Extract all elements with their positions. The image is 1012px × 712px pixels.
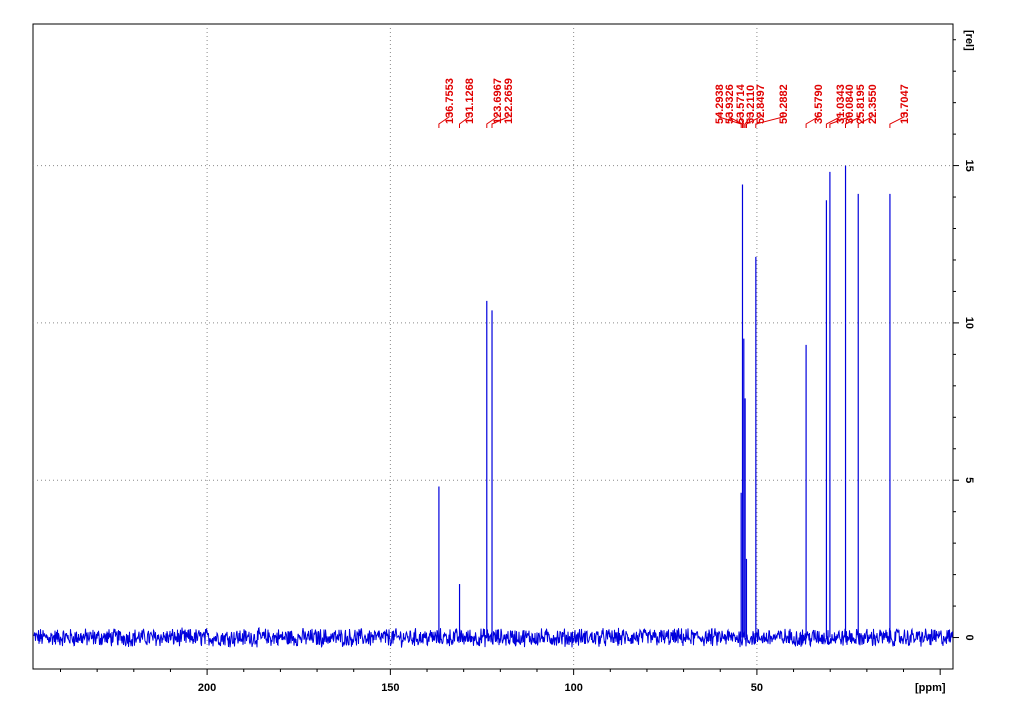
- peak-label: 52.8497: [755, 84, 767, 124]
- peak-label: 13.7047: [899, 84, 911, 124]
- y-tick-label: 15: [963, 159, 975, 171]
- peak-leader: [728, 112, 743, 128]
- peak-leader: [746, 112, 761, 128]
- peak-label: 22.3550: [867, 84, 879, 124]
- peak-leader: [459, 112, 470, 128]
- peak-label: 53.9326: [724, 84, 736, 124]
- peak-label: 122.2659: [503, 78, 515, 124]
- peak-leader: [825, 112, 841, 128]
- y-tick-label: 10: [963, 317, 975, 329]
- peak-leader: [718, 112, 742, 128]
- peak-label: 123.6967: [492, 78, 504, 124]
- plot-frame: [32, 23, 954, 670]
- peak-label: 53.2110: [745, 85, 757, 124]
- peak-label: 36.5790: [813, 84, 825, 124]
- x-axis-unit: [ppm]: [915, 682, 946, 694]
- peak-leader: [889, 112, 905, 128]
- peak-label: 50.2882: [778, 84, 790, 124]
- peak-leader: [857, 112, 873, 128]
- peak-label: 30.0840: [844, 84, 856, 124]
- peak-leader: [805, 112, 819, 128]
- peak-leader: [491, 112, 509, 128]
- peak-annotations: 136.7553 131.1268 123.6967 122.2659 54.29385…: [438, 78, 911, 128]
- x-tick-label: 100: [564, 682, 582, 694]
- spectrum-trace: [33, 627, 953, 649]
- gridlines: [33, 24, 953, 669]
- peak-leader: [438, 112, 450, 128]
- peak-label: 54.2938: [714, 84, 726, 124]
- peak-label: 31.0343: [835, 84, 847, 124]
- peak-lines: [438, 165, 891, 638]
- x-tick-label: 200: [198, 682, 216, 694]
- peak-label: 136.7553: [444, 78, 456, 124]
- y-axis-unit: [rel]: [963, 30, 975, 51]
- peak-label: 25.8195: [855, 84, 867, 124]
- peak-leader: [755, 112, 784, 128]
- x-tick-label: 150: [381, 682, 399, 694]
- x-tick-label: 50: [751, 682, 763, 694]
- y-tick-label: 5: [963, 477, 975, 483]
- peak-leader: [744, 112, 751, 128]
- peak-label: 53.5714: [735, 83, 747, 124]
- y-axis: 0 5 10 15: [953, 39, 975, 641]
- peak-leader: [486, 112, 498, 128]
- peak-leader: [845, 112, 861, 128]
- peak-leader: [739, 112, 745, 128]
- peak-label: 131.1268: [464, 78, 476, 124]
- x-axis: 200 150 100 50: [59, 669, 941, 694]
- y-tick-label: 0: [963, 634, 975, 640]
- peak-leader: [829, 112, 850, 128]
